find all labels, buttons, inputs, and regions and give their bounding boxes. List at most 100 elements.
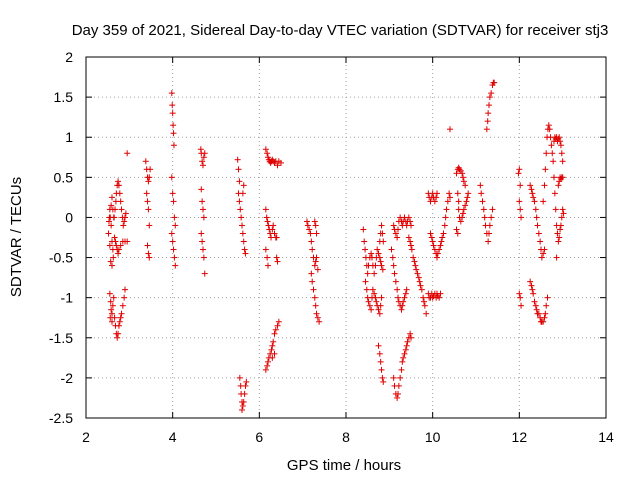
data-point [437, 242, 444, 249]
data-point [264, 362, 271, 369]
data-point [453, 170, 460, 177]
data-point [199, 198, 206, 205]
data-point [516, 290, 523, 297]
y-axis-label: SDTVAR / TECUs [8, 177, 25, 297]
data-point [361, 238, 368, 245]
data-point [314, 266, 321, 273]
data-point [115, 250, 122, 257]
data-point [376, 254, 383, 261]
data-point [169, 102, 176, 109]
data-point [311, 294, 318, 301]
data-point [307, 230, 314, 237]
data-point [273, 234, 280, 241]
data-point [533, 214, 540, 221]
data-point [308, 238, 315, 245]
series-arc-8-5b [362, 278, 385, 317]
data-point [265, 358, 271, 365]
data-point [552, 206, 559, 213]
data-point [407, 238, 414, 245]
series-arc-5-5b [236, 374, 250, 413]
data-point [242, 382, 249, 389]
data-point [540, 318, 547, 325]
data-point [543, 302, 550, 309]
data-point [376, 350, 383, 357]
data-point [124, 150, 131, 157]
data-point [147, 166, 154, 173]
series-arc-12-3a [527, 182, 548, 261]
data-point [360, 226, 367, 233]
data-point [434, 254, 440, 261]
data-point [388, 246, 395, 253]
data-point [479, 198, 486, 205]
data-point [398, 366, 405, 373]
data-point [528, 282, 535, 289]
series-arc-9-1c [390, 214, 414, 241]
data-point [271, 350, 278, 357]
data-point [308, 270, 315, 277]
data-point [269, 354, 276, 361]
data-point [415, 274, 422, 281]
data-point [365, 298, 372, 305]
data-point [407, 218, 414, 225]
data-point [271, 330, 278, 337]
data-point [455, 206, 462, 213]
data-point [400, 298, 407, 305]
data-point [477, 182, 484, 189]
data-point [390, 374, 397, 381]
data-point [264, 218, 271, 225]
data-point [560, 210, 567, 217]
data-point [111, 314, 118, 321]
data-point [274, 162, 281, 169]
series-arc-5-5a [234, 156, 249, 257]
data-point [478, 190, 485, 197]
data-point [558, 150, 565, 157]
series-arc-6-2b [262, 206, 281, 269]
data-point [109, 318, 115, 325]
data-point [394, 234, 401, 241]
data-point [240, 238, 247, 245]
data-point [516, 198, 523, 205]
data-point [447, 194, 453, 201]
data-point [171, 254, 178, 261]
data-point [554, 230, 561, 237]
data-point [240, 182, 247, 189]
series-arc-3-4 [142, 158, 154, 261]
data-point [481, 214, 488, 221]
data-point [378, 222, 385, 229]
data-point [171, 214, 178, 221]
data-point [310, 286, 317, 293]
data-point [413, 266, 420, 273]
data-point [306, 226, 313, 233]
data-point [118, 206, 125, 213]
data-point [375, 342, 382, 349]
data-point [408, 242, 414, 249]
data-point [380, 238, 387, 245]
data-point [170, 142, 177, 149]
data-point [443, 206, 450, 213]
data-point [106, 290, 113, 297]
data-point [146, 174, 153, 181]
data-point [372, 294, 379, 301]
data-point [515, 170, 522, 177]
data-point [391, 270, 398, 277]
data-point [531, 298, 538, 305]
data-point [377, 358, 384, 365]
data-point [243, 378, 250, 385]
data-point [447, 126, 453, 133]
data-point [557, 138, 564, 145]
data-point [200, 214, 207, 221]
data-point [239, 222, 245, 229]
data-point [362, 246, 369, 253]
data-point [270, 222, 277, 229]
data-point [269, 226, 276, 233]
data-point [416, 278, 423, 285]
data-point [116, 190, 123, 197]
data-point [170, 122, 177, 129]
data-point [527, 182, 534, 189]
data-point [122, 210, 129, 217]
data-point [463, 198, 470, 205]
data-point [265, 262, 271, 269]
data-point [107, 258, 114, 265]
data-point [239, 230, 246, 237]
data-point [423, 310, 430, 317]
